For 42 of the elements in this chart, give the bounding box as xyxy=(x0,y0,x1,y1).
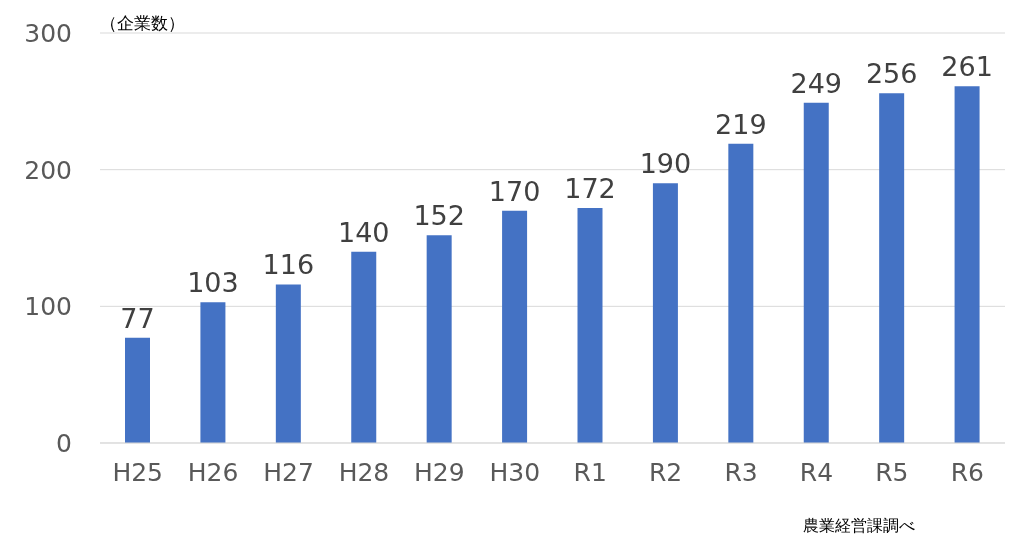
bar xyxy=(275,284,301,443)
x-tick-label: H29 xyxy=(414,457,465,487)
bar xyxy=(426,235,452,443)
data-label: 261 xyxy=(941,51,993,83)
bar xyxy=(351,251,377,443)
bar xyxy=(577,207,603,443)
data-label: 103 xyxy=(187,267,239,299)
data-label: 152 xyxy=(413,200,465,232)
x-tick-label: H30 xyxy=(489,457,541,487)
x-tick-label: H28 xyxy=(338,457,390,487)
y-tick-label: 200 xyxy=(24,155,72,185)
data-label: 190 xyxy=(639,148,692,180)
data-label: 172 xyxy=(564,172,616,204)
bar xyxy=(954,86,980,443)
x-tick-label: R5 xyxy=(875,457,909,487)
data-label: 77 xyxy=(120,302,155,334)
y-tick-label: 300 xyxy=(24,18,72,48)
x-tick-label: R3 xyxy=(724,457,758,487)
data-label: 219 xyxy=(715,108,767,140)
x-tick-label: R6 xyxy=(950,457,984,487)
x-tick-label: H27 xyxy=(263,457,314,487)
y-tick-label: 100 xyxy=(24,292,72,322)
bar xyxy=(200,302,226,443)
bar xyxy=(803,102,829,443)
text: 農業経営課調べ xyxy=(803,516,915,537)
data-label: 170 xyxy=(488,175,541,207)
bar xyxy=(502,210,528,443)
x-tick-label: R2 xyxy=(648,457,683,487)
bar xyxy=(879,93,905,443)
data-label: 140 xyxy=(337,216,390,248)
bar xyxy=(652,183,678,443)
bar xyxy=(125,337,150,443)
x-tick-label: R1 xyxy=(573,457,607,487)
data-label: 249 xyxy=(790,67,843,99)
x-tick-label: H25 xyxy=(112,457,164,487)
data-label: 256 xyxy=(865,58,918,90)
bar xyxy=(728,143,754,443)
data-label: 116 xyxy=(262,249,315,281)
y-tick-label: 0 xyxy=(56,428,72,458)
x-tick-label: R4 xyxy=(799,457,834,487)
y-axis-title: （企業数） xyxy=(100,12,185,35)
x-tick-label: H26 xyxy=(187,457,239,487)
